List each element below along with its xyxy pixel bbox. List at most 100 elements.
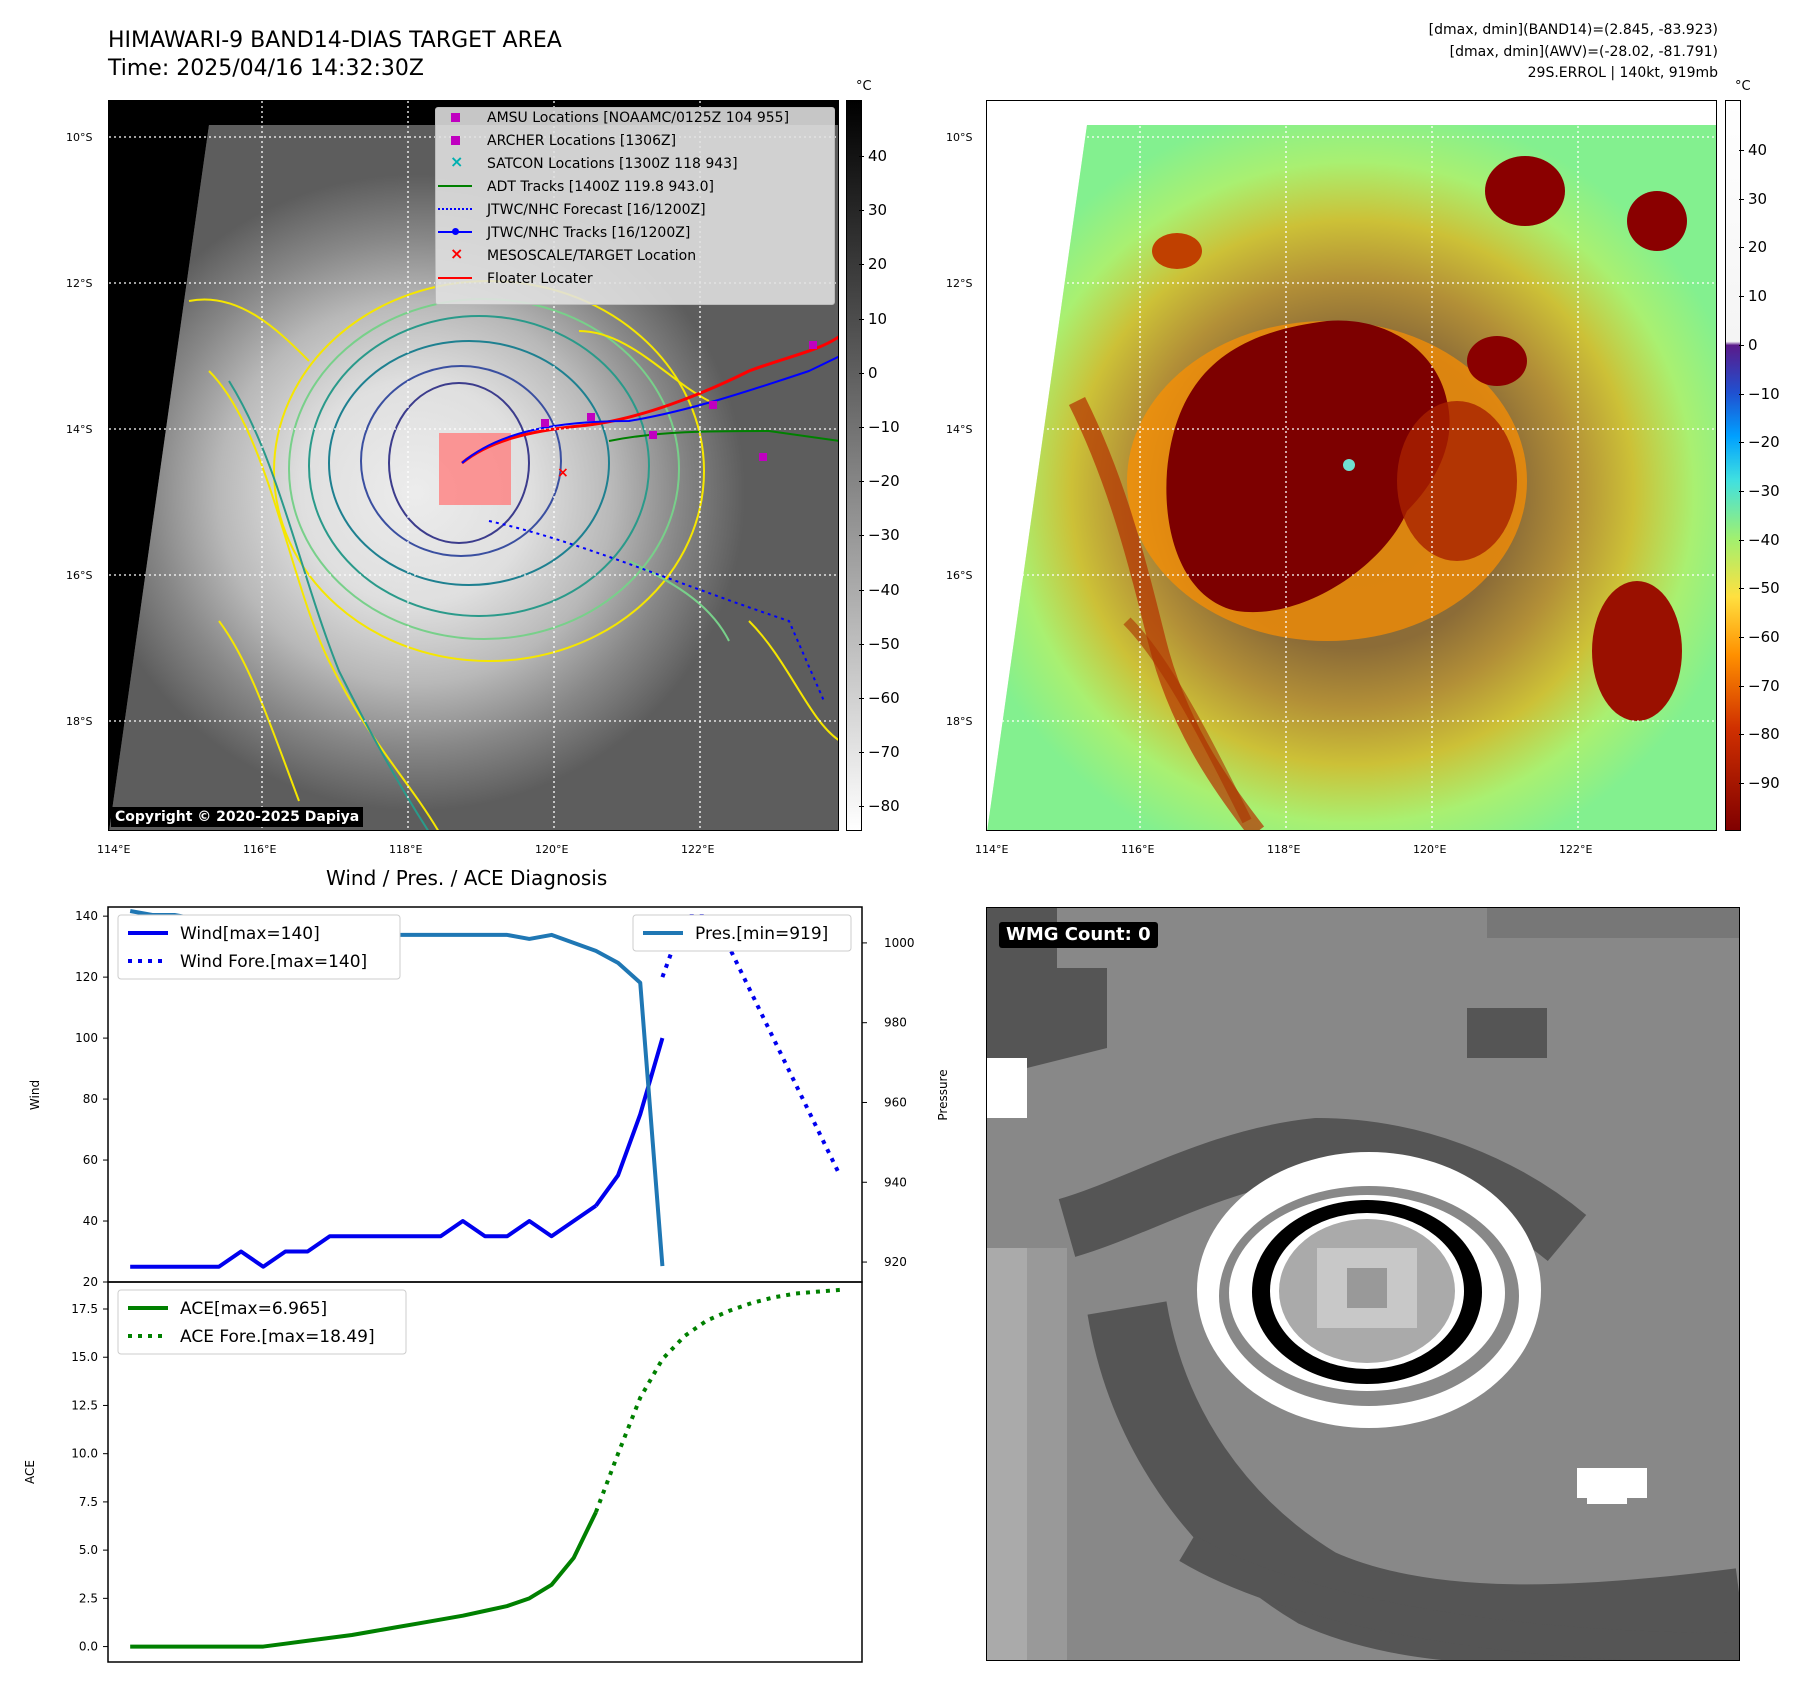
colorbar-gray-tick-mark bbox=[859, 806, 864, 808]
lat-label-12s: 12°S bbox=[66, 277, 93, 290]
colorbar-awv-tick: −30 bbox=[1748, 481, 1780, 500]
colorbar-awv-tick-mark bbox=[1739, 247, 1744, 249]
legend-swatch bbox=[438, 208, 472, 212]
pressure-ytick-label: 920 bbox=[884, 1255, 907, 1269]
colorbar-gray-tick: −40 bbox=[868, 580, 900, 599]
colorbar-gray-tick-mark bbox=[859, 589, 864, 591]
colorbar-gray-tick: 0 bbox=[868, 363, 878, 382]
legend-swatch bbox=[451, 136, 460, 145]
wind-legend-label: Wind Fore.[max=140] bbox=[180, 952, 367, 972]
colorbar-gray-tick-mark bbox=[859, 264, 864, 266]
ace-legend bbox=[117, 1289, 407, 1355]
lat-label-18s: 18°S bbox=[66, 715, 93, 728]
colorbar-awv-unit: °C bbox=[1735, 79, 1751, 94]
colorbar-awv-tick-mark bbox=[1739, 150, 1744, 151]
awv-lon-label-120e: 120°E bbox=[1413, 843, 1447, 856]
info-line3: 29S.ERROL | 140kt, 919mb bbox=[1527, 65, 1718, 81]
colorbar-gray-tick: 40 bbox=[868, 147, 888, 165]
ace-ytick-label: 0.0 bbox=[79, 1640, 98, 1654]
ace-ytick-label: 2.5 bbox=[79, 1591, 98, 1605]
colorbar-gray-tick: 10 bbox=[868, 309, 888, 328]
wind-ytick-label: 100 bbox=[75, 1031, 98, 1045]
colorbar-awv-tick-mark bbox=[1739, 783, 1744, 785]
ace-ytick-label: 10.0 bbox=[71, 1447, 98, 1461]
colorbar-awv-tick-mark bbox=[1739, 685, 1744, 687]
ace-ytick-label: 5.0 bbox=[79, 1543, 98, 1557]
colorbar-awv-tick-mark bbox=[1739, 198, 1744, 200]
colorbar-gray-tick-mark bbox=[859, 752, 864, 754]
figure-title-line1: HIMAWARI-9 BAND14-DIAS TARGET AREA bbox=[108, 28, 562, 53]
ace-axis-label: ACE bbox=[23, 1460, 37, 1484]
pressure-legend bbox=[632, 914, 852, 952]
legend-swatch bbox=[451, 113, 460, 122]
colorbar-awv bbox=[1725, 100, 1741, 831]
colorbar-gray-tick: −30 bbox=[868, 526, 900, 545]
legend-swatch bbox=[438, 185, 472, 187]
map-legend bbox=[435, 107, 835, 305]
ace-line bbox=[130, 1511, 598, 1649]
lon-label-122e: 122°E bbox=[681, 843, 715, 856]
legend-label: MESOSCALE/TARGET Location bbox=[487, 248, 697, 264]
wind-ytick-label: 80 bbox=[83, 1092, 98, 1106]
wind-ytick-label: 140 bbox=[75, 909, 98, 923]
legend-swatch bbox=[438, 228, 472, 235]
colorbar-gray-tick: −60 bbox=[868, 689, 900, 707]
colorbar-gray-unit: °C bbox=[856, 79, 872, 94]
awv-lon-label-114e: 114°E bbox=[975, 843, 1009, 856]
lon-label-116e: 116°E bbox=[243, 843, 277, 856]
wind-ytick-label: 20 bbox=[83, 1275, 98, 1289]
pressure-axis-label: Pressure bbox=[936, 1069, 950, 1120]
wind-ytick-label: 40 bbox=[83, 1214, 98, 1228]
awv-lon-label-122e: 122°E bbox=[1559, 843, 1593, 856]
colorbar-awv-tick: −80 bbox=[1748, 725, 1780, 744]
colorbar-awv-tick: −20 bbox=[1748, 433, 1780, 452]
colorbar-gray-tick: −50 bbox=[868, 634, 900, 653]
colorbar-gray-tick-mark bbox=[859, 318, 864, 320]
ace-ytick-label: 12.5 bbox=[71, 1398, 98, 1412]
info-line1: [dmax, dmin](BAND14)=(2.845, -83.923) bbox=[1428, 22, 1718, 38]
ace-forecast-line bbox=[594, 1287, 840, 1513]
ace-ytick-label: 17.5 bbox=[71, 1302, 98, 1316]
colorbar-gray-tick-mark bbox=[859, 210, 864, 212]
colorbar-awv-tick: −10 bbox=[1748, 384, 1780, 403]
colorbar-awv-tick: −70 bbox=[1748, 676, 1780, 695]
legend-label: ADT Tracks [1400Z 119.8 943.0] bbox=[487, 179, 714, 195]
colorbar-gray bbox=[846, 100, 862, 831]
colorbar-gray-tick-mark bbox=[859, 427, 864, 428]
pressure-ytick-label: 1000 bbox=[884, 936, 915, 950]
pressure-ytick-label: 940 bbox=[884, 1175, 907, 1189]
colorbar-awv-tick-mark bbox=[1739, 296, 1744, 298]
lon-label-120e: 120°E bbox=[535, 843, 569, 856]
wind-line bbox=[130, 1204, 598, 1269]
colorbar-awv-tick: 10 bbox=[1748, 287, 1768, 306]
wind-ytick-label: 60 bbox=[83, 1153, 98, 1167]
legend-label: Floater Locater bbox=[487, 271, 593, 287]
awv-lon-label-118e: 118°E bbox=[1267, 843, 1301, 856]
wmg-count-badge: WMG Count: 0 bbox=[999, 922, 1158, 948]
awv-lat-label-16s: 16°S bbox=[946, 569, 973, 582]
colorbar-awv-tick: 40 bbox=[1748, 141, 1768, 159]
awv-lat-label-12s: 12°S bbox=[946, 277, 973, 290]
awv-lat-label-10s: 10°S bbox=[946, 131, 973, 144]
ace-ytick-label: 7.5 bbox=[79, 1495, 98, 1509]
awv-lat-label-14s: 14°S bbox=[946, 423, 973, 436]
lon-label-114e: 114°E bbox=[97, 843, 131, 856]
pressure-legend-label: Pres.[min=919] bbox=[695, 924, 828, 944]
colorbar-awv-tick-mark bbox=[1739, 344, 1744, 346]
colorbar-gray-tick-mark bbox=[859, 698, 864, 699]
colorbar-awv-tick: −50 bbox=[1748, 579, 1780, 598]
colorbar-awv-tick-mark bbox=[1739, 588, 1744, 590]
wind-axis-label: Wind bbox=[28, 1080, 42, 1110]
copyright-badge: Copyright © 2020-2025 Dapiya bbox=[111, 807, 364, 827]
legend-dot bbox=[452, 228, 459, 235]
ir-map-panel: × Copyright © 2020-2025 Dapiya bbox=[108, 100, 839, 831]
pressure-ytick-label: 960 bbox=[884, 1095, 907, 1109]
awv-lon-label-116e: 116°E bbox=[1121, 843, 1155, 856]
colorbar-awv-tick-mark bbox=[1739, 734, 1744, 736]
colorbar-awv-tick: −90 bbox=[1748, 774, 1780, 793]
wind-forecast-line bbox=[660, 914, 842, 1177]
legend-label: JTWC/NHC Forecast [16/1200Z] bbox=[487, 202, 706, 218]
colorbar-gray-tick: 20 bbox=[868, 255, 888, 274]
lon-label-118e: 118°E bbox=[389, 843, 423, 856]
colorbar-awv-tick-mark bbox=[1739, 490, 1744, 492]
